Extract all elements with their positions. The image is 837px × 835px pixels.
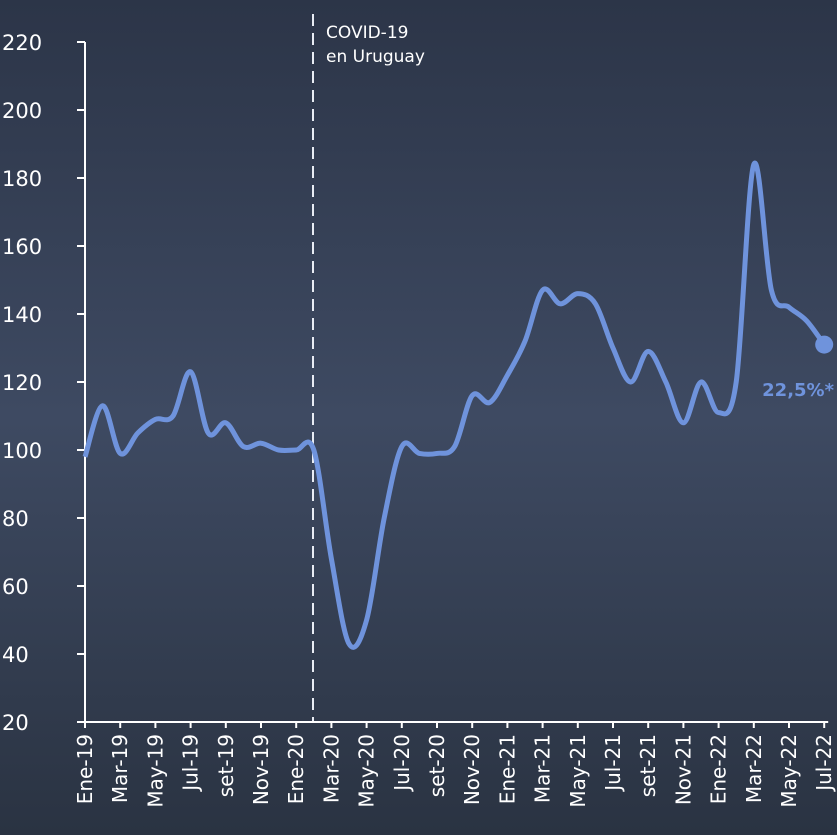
event-label: COVID-19 (326, 23, 408, 43)
x-tick-label: Nov-19 (249, 734, 273, 805)
x-tick-label: Mar-19 (108, 734, 132, 803)
y-tick-label: 120 (2, 371, 42, 395)
x-tick-label: Mar-22 (742, 734, 766, 803)
x-tick-label: set-21 (636, 734, 660, 797)
y-tick-label: 20 (2, 711, 29, 735)
y-tick-label: 60 (2, 575, 29, 599)
y-tick-label: 220 (2, 31, 42, 55)
y-tick-label: 200 (2, 99, 42, 123)
y-tick-label: 140 (2, 303, 42, 327)
x-tick-label: Jul-20 (390, 734, 414, 793)
x-tick-label: Ene-19 (73, 734, 97, 804)
x-tick-label: May-19 (143, 734, 167, 808)
y-tick-label: 160 (2, 235, 42, 259)
x-tick-label: Nov-20 (460, 734, 484, 805)
y-tick-label: 40 (2, 643, 29, 667)
x-tick-label: Jul-21 (601, 734, 625, 793)
change-label: 22,5%* (762, 380, 834, 401)
background (0, 0, 837, 835)
end-point (815, 336, 833, 354)
x-tick-label: Ene-20 (284, 734, 308, 804)
y-tick-label: 80 (2, 507, 29, 531)
x-tick-label: May-22 (777, 734, 801, 808)
x-tick-label: Jul-22 (812, 734, 836, 793)
x-tick-label: set-20 (425, 734, 449, 797)
y-tick-label: 180 (2, 167, 42, 191)
event-label: en Uruguay (326, 47, 425, 67)
x-tick-label: Mar-20 (319, 734, 343, 803)
chart: COVID-19 en Uruguay 22,5%* 20 40 60 80 100 12… (0, 0, 837, 835)
x-tick-label: Mar-21 (531, 734, 555, 803)
x-tick-label: May-21 (566, 734, 590, 808)
x-tick-label: Jul-19 (179, 734, 203, 793)
x-tick-label: set-19 (214, 734, 238, 797)
x-tick-label: Ene-21 (495, 734, 519, 804)
x-tick-label: May-20 (355, 734, 379, 808)
x-tick-label: Ene-22 (707, 734, 731, 804)
y-tick-label: 100 (2, 439, 42, 463)
x-tick-label: Nov-21 (671, 734, 695, 805)
